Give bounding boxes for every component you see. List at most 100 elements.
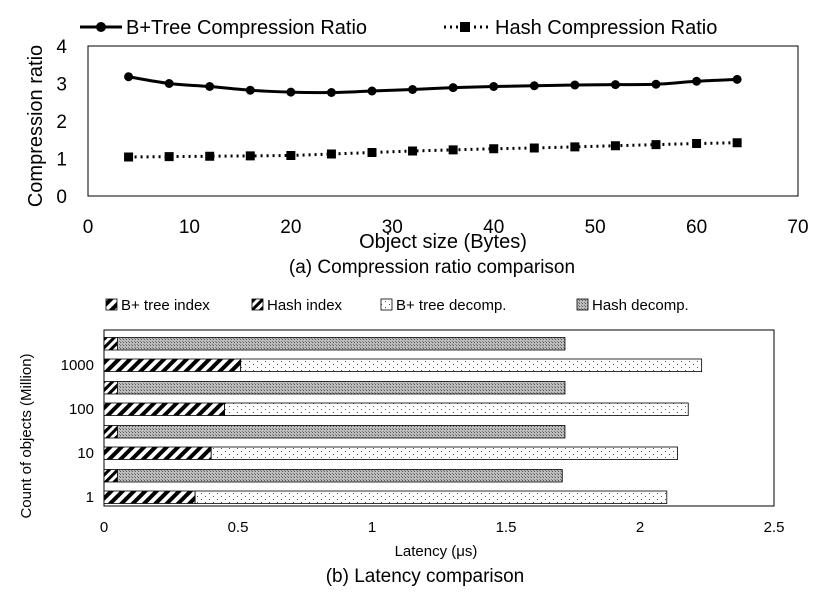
plot-a-frame xyxy=(87,45,799,197)
legend-a-bptree-label: B+Tree Compression Ratio xyxy=(126,17,367,39)
bptree-decomp-bar xyxy=(210,446,678,460)
chart-b-xtick: 1.5 xyxy=(496,519,517,536)
plot-b-frame xyxy=(103,329,775,507)
hash-index-bar xyxy=(103,425,118,439)
bptree-point xyxy=(732,74,742,84)
hash-point xyxy=(489,144,499,154)
hash-point xyxy=(692,139,702,148)
bptree-point xyxy=(651,79,661,89)
chart-a-ytick: 1 xyxy=(56,150,67,171)
chart-a-xtick: 70 xyxy=(787,217,808,238)
legend-a-hash-marker xyxy=(460,22,470,32)
bptree-point xyxy=(570,80,580,90)
chart-a-ytick: 3 xyxy=(56,75,67,96)
chart-a-ytick: 0 xyxy=(56,187,67,208)
series-bptree-line xyxy=(128,75,738,95)
chart-b-xtick: 2 xyxy=(636,519,644,536)
hash-point xyxy=(610,141,620,151)
bptree-point xyxy=(124,72,134,82)
bptree-point xyxy=(326,88,336,97)
bptree-index-bar xyxy=(103,358,242,372)
hash-point xyxy=(286,151,296,160)
legend-b-bptree-decomp-label: B+ tree decomp. xyxy=(396,297,506,314)
chart-b-xtick: 2.5 xyxy=(764,519,785,536)
chart-b-caption: (b) Latency comparison xyxy=(326,566,525,587)
chart-b-category-label: 10 xyxy=(77,445,94,462)
chart-a-xtick: 0 xyxy=(83,217,94,238)
hash-point xyxy=(367,148,377,157)
chart-b-xtick: 0 xyxy=(100,519,108,536)
chart-b-category-label: 100 xyxy=(69,401,94,418)
hash-point xyxy=(651,140,661,150)
bptree-index-bar xyxy=(103,402,225,416)
hash-decomp-bar xyxy=(117,469,563,483)
legend-b-hash-decomp-label: Hash decomp. xyxy=(592,297,689,314)
hash-point xyxy=(326,149,336,159)
chart-a-xtick: 20 xyxy=(280,217,301,238)
bptree-point xyxy=(164,79,174,88)
chart-a-xlabel: Object size (Bytes) xyxy=(359,231,527,253)
chart-b-xtick: 1 xyxy=(368,519,376,536)
chart-b-category-label: 1 xyxy=(86,489,94,506)
chart-a-xtick: 10 xyxy=(179,217,200,238)
chart-b-ylabel: Count of objects (Million) xyxy=(18,353,35,518)
ticks-a: 0 10 20 30 40 50 60 70 0 1 2 3 4 xyxy=(56,37,808,238)
hash-decomp-bar xyxy=(117,425,566,439)
bptree-point xyxy=(448,83,458,93)
chart-a-xtick: 60 xyxy=(686,217,707,238)
legend-b: B+ tree index Hash index B+ tree decomp.… xyxy=(105,297,689,314)
hash-point xyxy=(205,151,215,161)
hash-point xyxy=(164,152,174,162)
bptree-index-bar xyxy=(103,446,212,460)
legend-b-bptree-decomp-swatch xyxy=(380,298,393,311)
bptree-index-bar xyxy=(103,490,196,504)
legend-a: B+Tree Compression Ratio Hash Compressio… xyxy=(80,17,717,39)
bptree-point xyxy=(489,82,499,91)
bptree-point xyxy=(286,87,296,97)
legend-a-bptree-marker xyxy=(96,22,106,32)
legend-b-hash-decomp-swatch xyxy=(576,298,589,311)
series-hash-line xyxy=(128,141,738,159)
bptree-decomp-bar xyxy=(194,490,668,504)
chart-a-ytick: 2 xyxy=(56,112,67,133)
bptree-point xyxy=(367,86,377,96)
bptree-point xyxy=(245,85,255,95)
chart-a-xtick: 50 xyxy=(585,217,606,238)
hash-index-bar xyxy=(103,337,118,351)
hash-index-bar xyxy=(103,381,118,395)
hash-point xyxy=(408,146,418,156)
chart-b-category-label: 1000 xyxy=(61,357,94,374)
hash-point xyxy=(124,152,134,162)
bptree-point xyxy=(692,76,702,86)
lines-a xyxy=(124,72,742,162)
hash-decomp-bar xyxy=(117,337,566,351)
chart-a-ylabel: Compression ratio xyxy=(25,45,47,207)
ticks-b: 0 0.5 1 1.5 2 2.5 xyxy=(100,519,785,536)
chart-a-xtick: 40 xyxy=(483,217,504,238)
chart-a-xtick: 30 xyxy=(382,217,403,238)
bptree-decomp-bar xyxy=(240,358,703,372)
chart-b-xlabel: Latency (μs) xyxy=(395,543,478,560)
bptree-point xyxy=(408,85,418,94)
hash-point xyxy=(245,151,255,161)
bptree-point xyxy=(205,82,215,91)
legend-b-bptree-index-swatch xyxy=(105,298,118,311)
hash-index-bar xyxy=(103,469,118,483)
chart-b-xtick: 0.5 xyxy=(228,519,249,536)
bptree-decomp-bar xyxy=(224,402,689,416)
legend-a-hash-label: Hash Compression Ratio xyxy=(495,17,717,39)
hash-point xyxy=(448,145,458,155)
hash-decomp-bar xyxy=(117,381,566,395)
legend-b-bptree-index-label: B+ tree index xyxy=(121,297,210,314)
hash-point xyxy=(570,142,580,152)
bars-b: 1000 100 10 1 xyxy=(61,337,703,506)
chart-a-caption: (a) Compression ratio comparison xyxy=(289,257,575,278)
hash-point xyxy=(529,143,539,153)
hash-point xyxy=(732,138,742,148)
legend-b-hash-index-label: Hash index xyxy=(267,297,343,314)
bptree-point xyxy=(610,80,620,90)
legend-b-hash-index-swatch xyxy=(251,298,264,311)
chart-a-ytick: 4 xyxy=(56,37,67,58)
